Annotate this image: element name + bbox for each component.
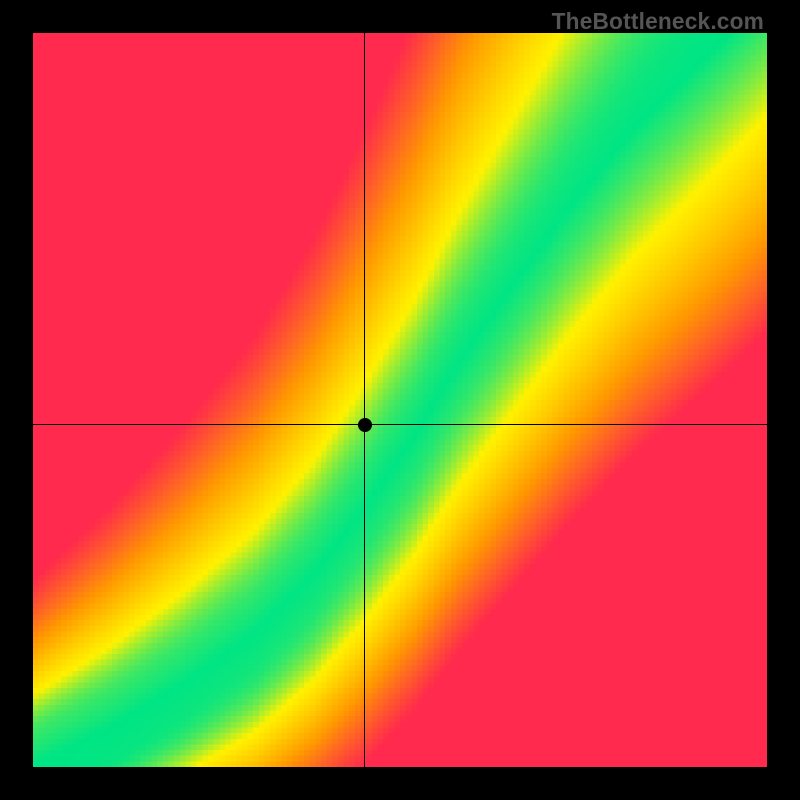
heatmap-plot <box>33 33 767 767</box>
crosshair-marker <box>358 418 372 432</box>
crosshair-vertical <box>364 33 365 767</box>
crosshair-horizontal <box>33 424 767 425</box>
heatmap-canvas <box>33 33 767 767</box>
watermark-text: TheBottleneck.com <box>552 8 764 35</box>
